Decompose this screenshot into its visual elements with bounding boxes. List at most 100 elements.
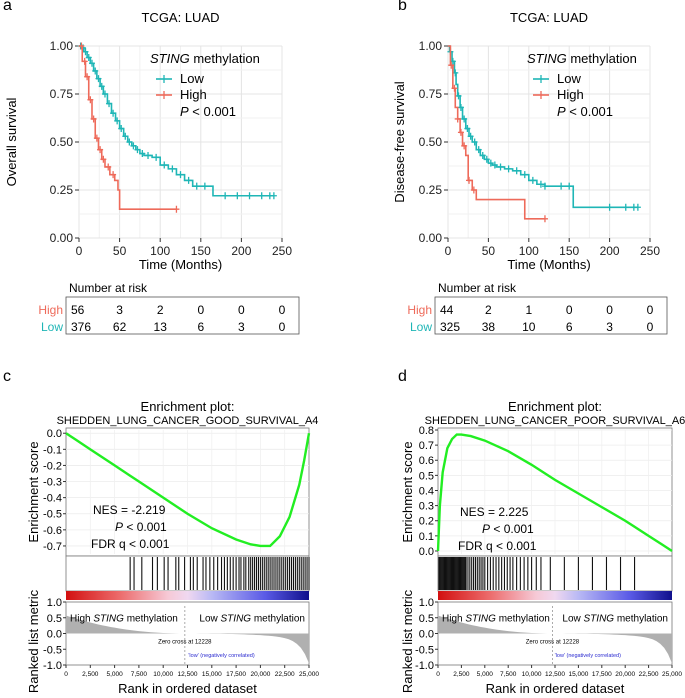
censor-mark-b-high-4 bbox=[461, 142, 468, 150]
gsea-xlabel-c: Rank in ordered dataset bbox=[118, 681, 257, 696]
es-ytick-label-c-4: -0.4 bbox=[43, 493, 62, 505]
gsea-xtick-label-c-1: 2,500 bbox=[82, 671, 99, 678]
legend-title-a-part-0: STING bbox=[150, 51, 190, 66]
risk-low-label-b: Low bbox=[410, 320, 432, 334]
censor-mark-a-low-7 bbox=[98, 82, 105, 90]
low-meth-label-d-part-2: methylation bbox=[614, 614, 668, 625]
censor-mark-b-low-15 bbox=[505, 165, 512, 173]
risk-high-a-5: 0 bbox=[279, 303, 286, 317]
censor-mark-a-high-8 bbox=[105, 163, 112, 171]
es-ytick-label-d-8: 0.0 bbox=[419, 546, 434, 558]
rk-ytick-label-d-0: 1.0 bbox=[419, 597, 434, 609]
risk-high-a-1: 3 bbox=[116, 303, 123, 317]
xtick-label-b-1: 50 bbox=[482, 244, 496, 258]
censor-mark-a-high-6 bbox=[97, 146, 104, 154]
gsea-xtick-label-c-6: 15,000 bbox=[202, 671, 222, 678]
censor-mark-b-high-1 bbox=[451, 84, 458, 92]
risk-high-a-2: 2 bbox=[157, 303, 164, 317]
xtick-label-a-4: 200 bbox=[231, 244, 251, 258]
es-ytick-label-d-1: 0.7 bbox=[419, 440, 434, 452]
rk-ytick-label-c-2: 0.0 bbox=[47, 629, 62, 641]
high-meth-label-d: High STING methylation bbox=[442, 614, 550, 625]
xtick-label-a-3: 150 bbox=[191, 244, 211, 258]
ylabel-b: Disease-free survival bbox=[392, 81, 407, 202]
censor-mark-b-low-5 bbox=[461, 115, 468, 123]
es-ytick-label-c-7: -0.7 bbox=[43, 541, 62, 553]
gsea-xtick-label-c-3: 7,500 bbox=[131, 671, 148, 678]
risk-high-label-b: High bbox=[407, 303, 432, 317]
risk-high-b-3: 0 bbox=[566, 303, 573, 317]
censor-mark-a-low-5 bbox=[92, 67, 99, 75]
censor-mark-a-low-29 bbox=[258, 192, 265, 200]
censor-mark-a-low-27 bbox=[234, 192, 241, 200]
censor-mark-b-low-6 bbox=[464, 125, 471, 133]
rk-ytick-label-c-0: 1.0 bbox=[47, 597, 62, 609]
high-meth-label-c-part-2: methylation bbox=[124, 614, 178, 625]
censor-mark-b-low-11 bbox=[483, 155, 490, 163]
censor-mark-a-low-28 bbox=[246, 192, 253, 200]
neg-corr-label-c: 'low' (negatively correlated) bbox=[188, 653, 254, 659]
censor-mark-b-low-24 bbox=[622, 203, 629, 211]
risk-low-label-a: Low bbox=[41, 320, 63, 334]
gsea-xtick-label-d-8: 20,000 bbox=[615, 671, 635, 678]
censor-mark-b-high-6 bbox=[470, 186, 477, 194]
ytick-label-a-1: 0.25 bbox=[50, 183, 74, 197]
risk-low-b-5: 0 bbox=[647, 320, 654, 334]
censor-mark-b-low-8 bbox=[471, 138, 478, 146]
es-ytick-label-d-3: 0.5 bbox=[419, 470, 434, 482]
es-ytick-label-c-0: 0.0 bbox=[47, 428, 62, 440]
xtick-label-a-2: 100 bbox=[150, 244, 170, 258]
censor-mark-b-low-14 bbox=[497, 163, 504, 171]
km-title-a: TCGA: LUAD bbox=[141, 10, 219, 25]
censor-mark-a-high-10 bbox=[173, 205, 180, 213]
censor-mark-a-low-19 bbox=[153, 153, 160, 161]
censor-mark-a-low-26 bbox=[222, 192, 229, 200]
censor-mark-b-low-16 bbox=[513, 167, 520, 175]
risk-high-a-3: 0 bbox=[197, 303, 204, 317]
risk-high-b-4: 0 bbox=[606, 303, 613, 317]
censor-mark-a-high-0 bbox=[78, 42, 85, 50]
ytick-label-a-0: 0.00 bbox=[50, 231, 74, 245]
gradient-bar-c bbox=[66, 591, 309, 600]
risk-high-b-2: 1 bbox=[525, 303, 532, 317]
gsea-xtick-label-c-5: 12,500 bbox=[178, 671, 198, 678]
high-meth-label-d-part-0: High bbox=[442, 614, 465, 625]
panel-letter-a: a bbox=[3, 0, 12, 14]
gsea-xtick-label-d-3: 7,500 bbox=[500, 671, 517, 678]
censor-mark-a-high-9 bbox=[110, 171, 117, 179]
ytick-label-b-3: 0.75 bbox=[419, 87, 443, 101]
gsea-xtick-label-d-10: 25,000 bbox=[662, 671, 682, 678]
ylabel-a: Overall survival bbox=[4, 97, 19, 186]
es-ytick-label-d-7: 0.1 bbox=[419, 531, 434, 543]
legend-low-label-a: Low bbox=[180, 71, 204, 86]
gsea-xtick-label-d-9: 22,500 bbox=[639, 671, 659, 678]
rk-ytick-label-c-1: 0.5 bbox=[47, 613, 62, 625]
risk-low-b-2: 10 bbox=[522, 320, 536, 334]
low-meth-label-d-part-0: Low bbox=[562, 614, 583, 625]
censor-mark-a-low-2 bbox=[82, 48, 89, 56]
censor-mark-a-low-8 bbox=[101, 90, 108, 98]
censor-mark-a-low-24 bbox=[193, 182, 200, 190]
gsea-xtick-label-d-1: 2,500 bbox=[453, 671, 470, 678]
censor-mark-b-low-20 bbox=[541, 182, 548, 190]
es-ytick-label-c-2: -0.2 bbox=[43, 460, 62, 472]
ytick-label-a-3: 0.75 bbox=[50, 87, 74, 101]
xtick-label-b-4: 200 bbox=[600, 244, 620, 258]
es-pvalue-c: P < 0.001 bbox=[115, 520, 167, 534]
gsea-xtick-label-d-0: 0 bbox=[436, 671, 440, 678]
censor-mark-a-low-16 bbox=[134, 146, 141, 154]
legend-title-b-part-0: STING bbox=[527, 51, 567, 66]
censor-mark-a-low-31 bbox=[270, 192, 277, 200]
xtick-label-a-0: 0 bbox=[76, 244, 83, 258]
es-curve-c bbox=[65, 432, 311, 548]
risk-low-a-1: 62 bbox=[113, 320, 127, 334]
censor-mark-a-low-25 bbox=[201, 182, 208, 190]
censor-mark-a-high-2 bbox=[84, 73, 91, 81]
panel-letter-d: d bbox=[398, 368, 407, 385]
censor-mark-a-low-3 bbox=[85, 54, 92, 62]
legend-high-label-b: High bbox=[557, 87, 584, 102]
censor-mark-b-low-12 bbox=[487, 159, 494, 167]
low-meth-label-c-part-1: STING bbox=[221, 614, 252, 625]
es-ylabel-d: Enrichment score bbox=[400, 441, 415, 542]
es-ytick-label-c-6: -0.6 bbox=[43, 525, 62, 537]
